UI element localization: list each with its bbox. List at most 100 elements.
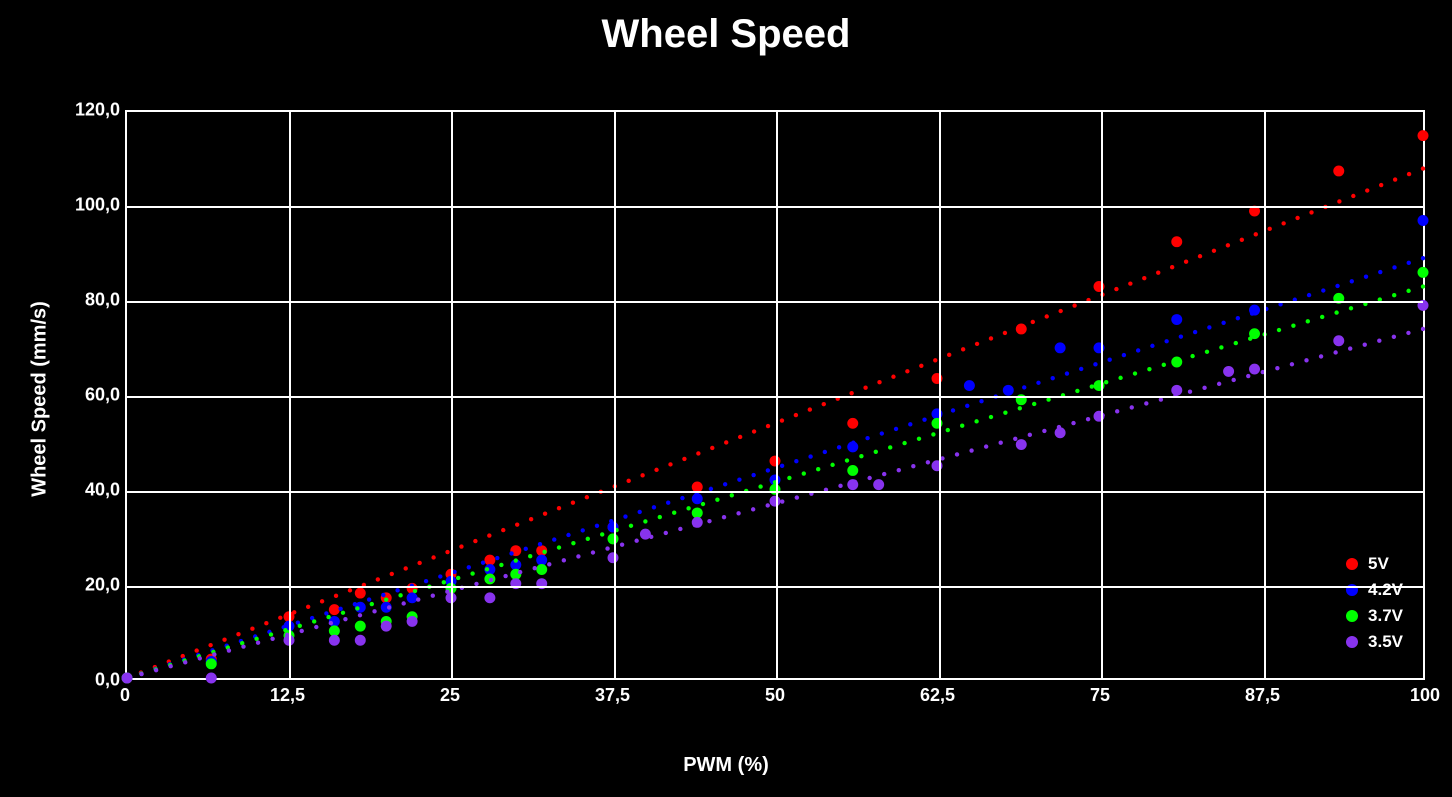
trendline-dot [338, 607, 342, 611]
data-point [407, 616, 418, 627]
legend-marker-icon [1346, 610, 1358, 622]
trendline-dot [984, 444, 988, 448]
trendline-dot [1392, 335, 1396, 339]
trendline-dot [1107, 358, 1111, 362]
trendline-dot [1226, 243, 1230, 247]
trendline-dot [1003, 410, 1007, 414]
data-point [932, 373, 943, 384]
trendline-dot [1309, 210, 1313, 214]
trendline-dot [1086, 417, 1090, 421]
trendline-dot [1036, 381, 1040, 385]
trendline-dot [278, 616, 282, 620]
trendline-dot [1219, 345, 1223, 349]
trendline-dot [682, 457, 686, 461]
trendline-dot [1205, 350, 1209, 354]
trendline-dot [620, 542, 624, 546]
trendline-dot [1122, 353, 1126, 357]
data-point [1003, 385, 1014, 396]
trendline-dot [326, 615, 330, 619]
trendline-dot [989, 415, 993, 419]
trendline-dot [1162, 363, 1166, 367]
data-point [1171, 314, 1182, 325]
trendline-dot [395, 588, 399, 592]
trendline-dot [372, 609, 376, 613]
trendline-dot [1421, 284, 1425, 288]
trendline-dot [298, 624, 302, 628]
gridline-vertical [776, 112, 778, 678]
trendline-dot [306, 605, 310, 609]
trendline-dot [823, 450, 827, 454]
trendline-dot [509, 551, 513, 555]
data-point [407, 592, 418, 603]
trendline-dot [571, 501, 575, 505]
trendline-dot [183, 660, 187, 664]
trendline-dot [668, 462, 672, 466]
trendline-dot [1364, 274, 1368, 278]
data-point [770, 456, 781, 467]
trendline-dot [1277, 328, 1281, 332]
data-point [692, 517, 703, 528]
plot-area: 5V4.2V3.7V3.5V [125, 110, 1425, 680]
trendline-dot [1378, 270, 1382, 274]
data-point [1055, 342, 1066, 353]
trendline-dot [518, 570, 522, 574]
trendline-dot [1348, 346, 1352, 350]
trendline-dot [1202, 386, 1206, 390]
trendline-dot [398, 593, 402, 597]
trendline-dot [348, 588, 352, 592]
trendline-dot [456, 576, 460, 580]
trendline-dot [1051, 376, 1055, 380]
trendline-dot [452, 570, 456, 574]
data-point [1171, 385, 1182, 396]
data-point [1171, 236, 1182, 247]
trendline-dot [1207, 325, 1211, 329]
trendline-dot [473, 539, 477, 543]
data-point [122, 673, 133, 684]
trendline-dot [874, 450, 878, 454]
trendline-dot [547, 562, 551, 566]
trendline-dot [370, 602, 374, 606]
trendline-dot [766, 468, 770, 472]
x-tick-label: 100 [1410, 685, 1440, 706]
trendline-dot [1147, 367, 1151, 371]
trendline-dot [1275, 366, 1279, 370]
trendline-dot [1003, 331, 1007, 335]
trendline-dot [445, 550, 449, 554]
data-point [206, 658, 217, 669]
trendline-dot [1351, 194, 1355, 198]
trendline-dot [329, 621, 333, 625]
data-point [932, 408, 943, 419]
trendline-dot [724, 440, 728, 444]
data-point [1223, 366, 1234, 377]
y-axis-label: Wheel Speed (mm/s) [29, 301, 52, 497]
legend-label: 3.5V [1368, 632, 1403, 652]
gridline-horizontal [127, 206, 1423, 208]
trendline-dot [413, 589, 417, 593]
trendline-dot [863, 386, 867, 390]
trendline-dot [431, 555, 435, 559]
trendline-dot [1406, 289, 1410, 293]
trendline-dot [538, 542, 542, 546]
data-point [1418, 130, 1429, 141]
trendline-dot [586, 537, 590, 541]
x-tick-label: 37,5 [595, 685, 630, 706]
data-point [964, 380, 975, 391]
trendline-dot [581, 528, 585, 532]
trendline-dot [1179, 334, 1183, 338]
trendline-dot [989, 336, 993, 340]
x-tick-label: 87,5 [1245, 685, 1280, 706]
legend-item: 3.7V [1346, 606, 1403, 626]
trendline-dot [623, 514, 627, 518]
data-point [873, 479, 884, 490]
trendline-dot [1421, 256, 1425, 260]
trendline-dot [634, 539, 638, 543]
trendline-dot [975, 342, 979, 346]
data-point [1055, 427, 1066, 438]
trendline-dot [264, 621, 268, 625]
x-tick-label: 62,5 [920, 685, 955, 706]
trendline-dot [795, 495, 799, 499]
trendline-dot [1246, 374, 1250, 378]
trendline-dot [1407, 172, 1411, 176]
y-tick-label: 20,0 [75, 575, 120, 596]
trendline-dot [707, 519, 711, 523]
